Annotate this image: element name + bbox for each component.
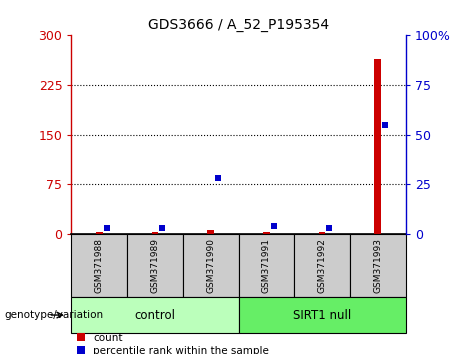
Text: control: control	[135, 309, 176, 321]
Text: GSM371993: GSM371993	[373, 238, 382, 293]
Text: GSM371989: GSM371989	[150, 238, 160, 293]
Bar	[374, 58, 381, 234]
Text: GSM371988: GSM371988	[95, 238, 104, 293]
Text: GSM371991: GSM371991	[262, 238, 271, 293]
Bar	[152, 232, 159, 234]
Bar	[238, 297, 406, 333]
Text: GSM371990: GSM371990	[206, 238, 215, 293]
Bar	[71, 234, 127, 297]
Bar	[294, 234, 350, 297]
Bar	[127, 234, 183, 297]
Bar	[96, 232, 103, 234]
Bar	[71, 297, 239, 333]
Bar	[319, 232, 325, 234]
Text: SIRT1 null: SIRT1 null	[293, 309, 351, 321]
Bar	[207, 230, 214, 234]
Bar	[350, 234, 406, 297]
Text: GSM371992: GSM371992	[318, 238, 327, 293]
Legend: count, percentile rank within the sample: count, percentile rank within the sample	[77, 333, 269, 354]
Title: GDS3666 / A_52_P195354: GDS3666 / A_52_P195354	[148, 18, 329, 32]
Text: genotype/variation: genotype/variation	[5, 310, 104, 320]
Bar	[238, 234, 294, 297]
Bar	[183, 234, 238, 297]
Bar	[263, 232, 270, 234]
